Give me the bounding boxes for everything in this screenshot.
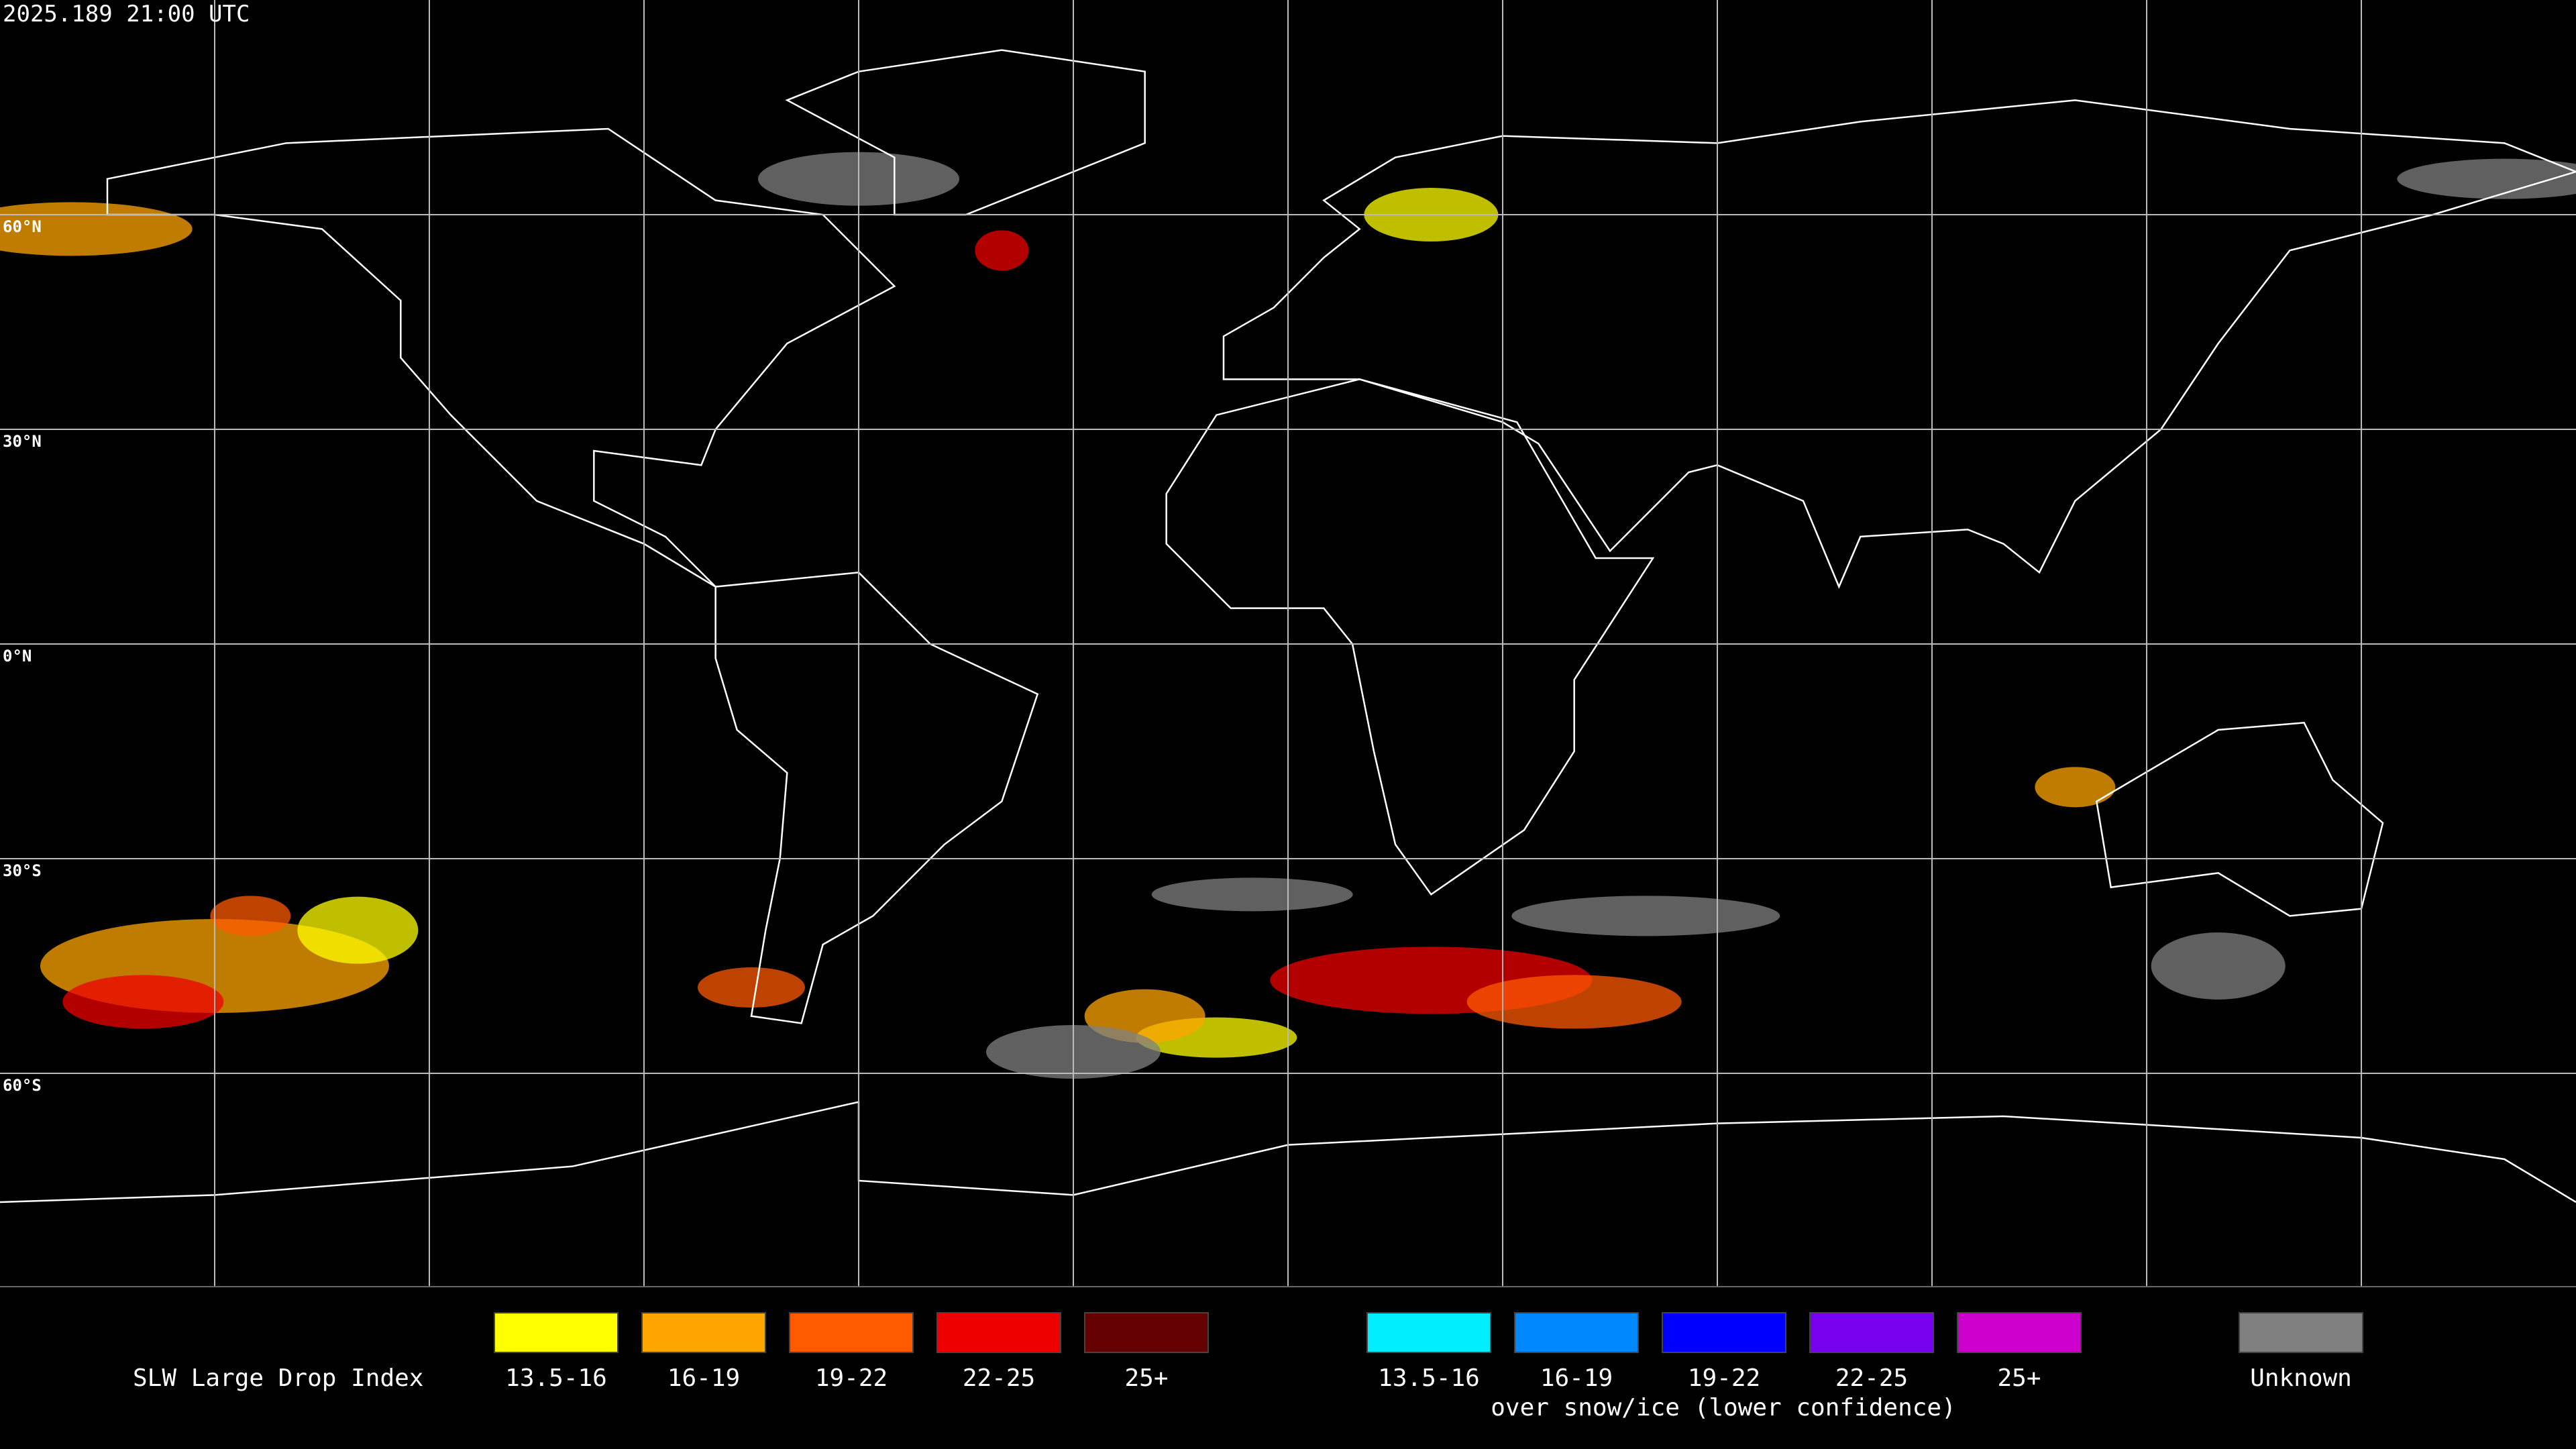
lat-label: 30°N bbox=[3, 432, 42, 451]
legend-label: 25+ bbox=[1997, 1364, 2041, 1392]
legend-swatch bbox=[641, 1312, 766, 1353]
cloud-patch bbox=[297, 896, 419, 964]
legend-swatch bbox=[1366, 1312, 1491, 1353]
legend-label: 13.5-16 bbox=[505, 1364, 607, 1392]
legend-swatch bbox=[1662, 1312, 1786, 1353]
cloud-patch bbox=[2151, 932, 2286, 1000]
legend-swatch bbox=[1514, 1312, 1639, 1353]
legend-swatch bbox=[2239, 1312, 2363, 1353]
timestamp: 2025.189 21:00 UTC bbox=[3, 1, 250, 28]
cloud-patch bbox=[1511, 896, 1780, 936]
legend-label: 25+ bbox=[1124, 1364, 1168, 1392]
legend-label: 13.5-16 bbox=[1378, 1364, 1480, 1392]
cloud-patch bbox=[0, 202, 193, 256]
legend-title: SLW Large Drop Index bbox=[133, 1364, 423, 1392]
lat-label: 0°N bbox=[3, 647, 32, 665]
legend-label: Unknown bbox=[2250, 1364, 2352, 1392]
cloud-layer bbox=[0, 152, 2576, 1079]
legend-swatch bbox=[1084, 1312, 1209, 1353]
cloud-patch bbox=[62, 975, 224, 1029]
lat-label: 30°S bbox=[3, 861, 42, 880]
coastline bbox=[1222, 99, 2576, 589]
coastline bbox=[2095, 722, 2384, 917]
lat-label: 60°S bbox=[3, 1076, 42, 1095]
legend-label: 16-19 bbox=[667, 1364, 740, 1392]
cloud-patch bbox=[2035, 767, 2116, 808]
legend-swatch bbox=[1809, 1312, 1934, 1353]
cloud-patch bbox=[1466, 975, 1682, 1029]
legend-note: over snow/ice (lower confidence) bbox=[1491, 1394, 1956, 1421]
coastline bbox=[0, 1101, 2576, 1203]
lat-label: 60°N bbox=[3, 217, 42, 236]
legend-label: 22-25 bbox=[963, 1364, 1035, 1392]
cloud-patch bbox=[1151, 877, 1353, 912]
legend: 13.5-16 16-19 19-22 22-25 25+ 13.5-16 16-19 19-… bbox=[494, 1312, 2363, 1392]
legend-label: 19-22 bbox=[815, 1364, 888, 1392]
cloud-patch bbox=[2397, 158, 2576, 199]
legend-swatch bbox=[1957, 1312, 2082, 1353]
graticule bbox=[0, 0, 2576, 1287]
coastline bbox=[714, 572, 1039, 1024]
legend-swatch bbox=[936, 1312, 1061, 1353]
cloud-patch bbox=[210, 896, 291, 936]
cloud-patch bbox=[975, 230, 1029, 271]
coastline bbox=[106, 127, 896, 588]
legend-swatch bbox=[494, 1312, 619, 1353]
legend-label: 16-19 bbox=[1540, 1364, 1613, 1392]
legend-label: 22-25 bbox=[1835, 1364, 1908, 1392]
cloud-patch bbox=[698, 967, 805, 1008]
coastline bbox=[1165, 378, 1655, 896]
legend-label: 19-22 bbox=[1688, 1364, 1760, 1392]
legend-swatch bbox=[789, 1312, 914, 1353]
coastlines bbox=[0, 49, 2576, 1203]
